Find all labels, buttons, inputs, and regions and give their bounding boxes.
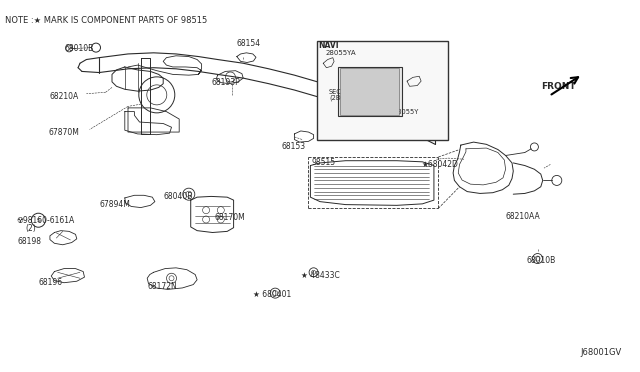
Text: ★ 680401: ★ 680401 xyxy=(253,290,291,299)
Text: ★ 48433C: ★ 48433C xyxy=(301,271,340,280)
Text: 68154: 68154 xyxy=(237,39,261,48)
Text: 68010B: 68010B xyxy=(64,44,93,53)
Bar xyxy=(317,41,448,140)
Text: FRONT: FRONT xyxy=(541,82,575,91)
Text: 28055YA: 28055YA xyxy=(325,50,356,56)
Text: ☢98160-6161A: ☢98160-6161A xyxy=(16,217,74,225)
Text: (2B09L): (2B09L) xyxy=(329,94,355,101)
Text: SEC.204: SEC.204 xyxy=(329,89,356,94)
Text: 68210A: 68210A xyxy=(50,92,79,101)
Text: 68210AA: 68210AA xyxy=(506,212,540,221)
Text: NOTE :★ MARK IS COMPONENT PARTS OF 98515: NOTE :★ MARK IS COMPONENT PARTS OF 98515 xyxy=(5,16,207,25)
Text: S: S xyxy=(36,218,40,223)
Text: 98515: 98515 xyxy=(312,158,336,167)
Text: 28055Y: 28055Y xyxy=(394,109,419,115)
Text: 68193P: 68193P xyxy=(211,78,240,87)
Text: ★68042D: ★68042D xyxy=(421,160,458,169)
Text: 68198: 68198 xyxy=(18,237,42,246)
Text: 68170M: 68170M xyxy=(214,214,245,222)
Text: 68010B: 68010B xyxy=(526,256,556,265)
Text: (2): (2) xyxy=(26,224,36,233)
Text: 68172N: 68172N xyxy=(147,282,177,291)
Text: 68153: 68153 xyxy=(282,142,306,151)
Bar xyxy=(338,67,402,116)
Text: 67870M: 67870M xyxy=(48,128,79,137)
Text: NAVI: NAVI xyxy=(319,41,339,50)
Text: 68040B: 68040B xyxy=(164,192,193,201)
Bar xyxy=(340,68,399,115)
Text: J68001GV: J68001GV xyxy=(581,348,622,357)
Text: 68196: 68196 xyxy=(38,278,63,287)
Text: 67894M: 67894M xyxy=(99,201,130,209)
